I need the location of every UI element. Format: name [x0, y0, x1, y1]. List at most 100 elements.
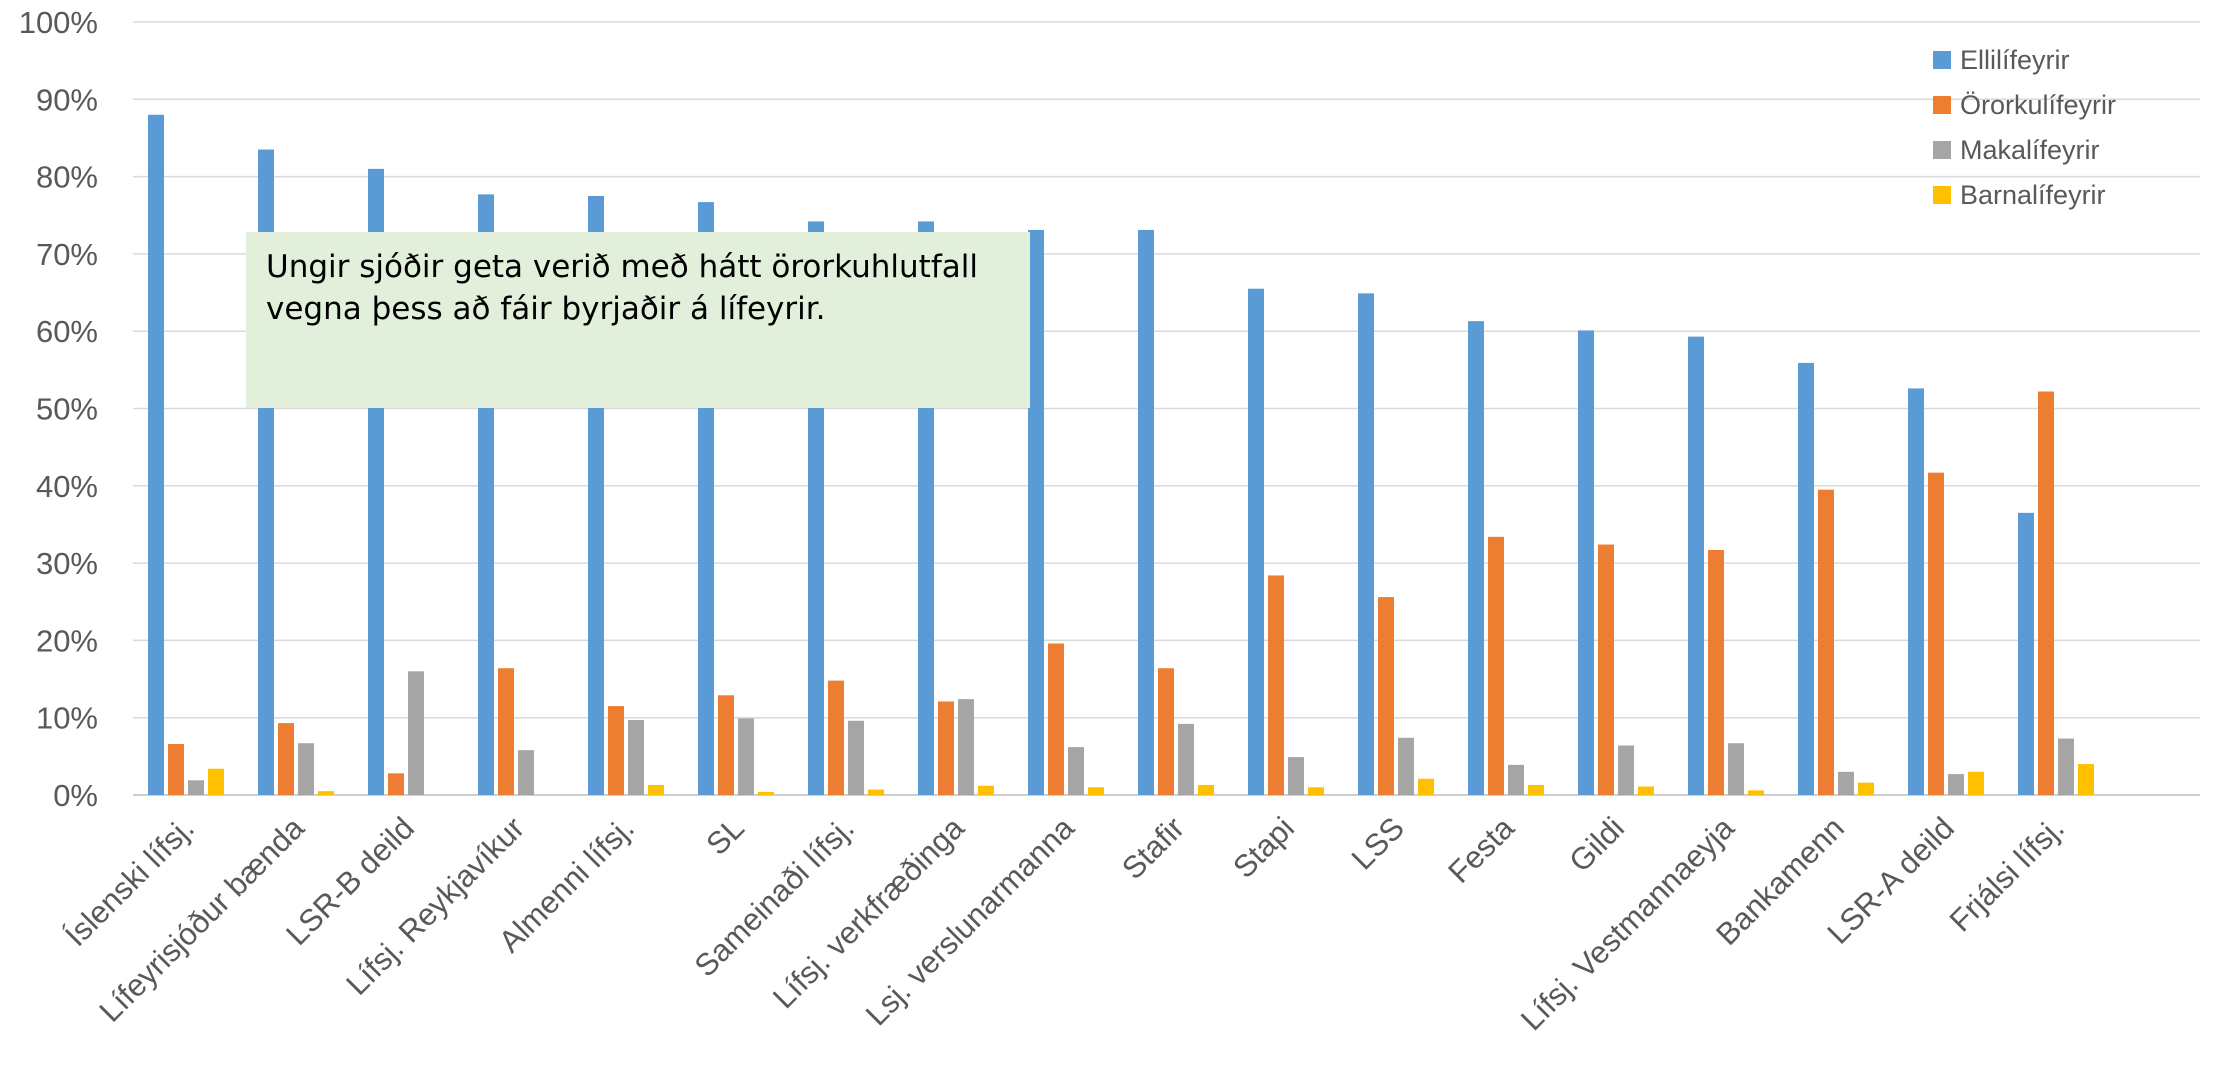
x-tick-label: Lsj. verslunarmanna [859, 810, 1082, 1033]
bar [2078, 764, 2094, 795]
y-tick-label: 0% [53, 778, 98, 813]
legend: Ellilífeyrir Örorkulífeyrir Makalífeyrir Ba… [1933, 45, 2116, 210]
bar [1838, 771, 1854, 795]
bar [1068, 747, 1084, 795]
bar [828, 680, 844, 795]
bar [648, 784, 664, 795]
x-tick-label: Stapi [1226, 810, 1301, 885]
bar [1198, 784, 1214, 795]
bar [958, 699, 974, 795]
bar [608, 706, 624, 795]
bar [388, 773, 404, 795]
legend-label: Barnalífeyrir [1960, 180, 2106, 210]
bar [1748, 790, 1764, 795]
bar [498, 668, 514, 795]
bar [1858, 782, 1874, 795]
bar [848, 720, 864, 795]
y-tick-label: 100% [19, 5, 98, 40]
legend-swatch [1933, 186, 1951, 204]
y-tick-label: 30% [36, 546, 98, 581]
x-tick-label: Lífeyrisjóður bænda [92, 810, 311, 1029]
bar [168, 743, 184, 795]
x-tick-label: SL [699, 810, 751, 862]
y-tick-label: 80% [36, 160, 98, 195]
x-tick-label: Festa [1441, 810, 1521, 890]
legend-swatch [1933, 96, 1951, 114]
y-tick-label: 60% [36, 314, 98, 349]
bar [718, 695, 734, 795]
bar [1928, 472, 1944, 795]
y-tick-label: 50% [36, 392, 98, 427]
bar [1248, 288, 1264, 795]
bar [1638, 786, 1654, 795]
bar [1048, 643, 1064, 795]
bar [1088, 787, 1104, 795]
y-tick-label: 90% [36, 82, 98, 117]
bar [1908, 388, 1924, 795]
bar [1398, 737, 1414, 795]
annotation-line-2: vegna þess að fáir byrjaðir á lífeyrir. [266, 291, 826, 327]
bar [148, 114, 164, 795]
bar [938, 701, 954, 795]
bar [868, 789, 884, 795]
legend-swatch [1933, 51, 1951, 69]
bar [1308, 787, 1324, 795]
legend-label: Örorkulífeyrir [1960, 90, 2116, 120]
y-tick-label: 10% [36, 701, 98, 736]
bar [2058, 738, 2074, 795]
bar [1468, 321, 1484, 795]
bar [408, 671, 424, 795]
x-tick-label: Stafir [1115, 810, 1191, 886]
bar [1578, 330, 1594, 795]
bar [978, 785, 994, 795]
bar [1948, 774, 1964, 795]
x-tick-label: Lífsj. Vestmannaeyja [1514, 810, 1742, 1038]
bar [208, 768, 224, 795]
bar [2038, 391, 2054, 795]
x-tick-label: Gildi [1562, 810, 1631, 879]
bar [318, 791, 334, 795]
bar [1598, 544, 1614, 795]
y-tick-label: 20% [36, 623, 98, 658]
legend-label: Ellilífeyrir [1960, 45, 2070, 75]
bar [1508, 764, 1524, 795]
bar [1728, 743, 1744, 795]
bar [1178, 723, 1194, 795]
bar [628, 720, 644, 795]
bar [1688, 336, 1704, 795]
bar [1288, 757, 1304, 795]
x-tick-label: LSS [1345, 810, 1411, 876]
bar [1268, 575, 1284, 795]
y-tick-label: 40% [36, 469, 98, 504]
bar [1528, 784, 1544, 795]
bar [1818, 489, 1834, 795]
y-axis: 0% 10% 20% 30% 40% 50% 60% 70% 80% 90% 100% [19, 5, 98, 813]
bar [298, 743, 314, 795]
bar [1358, 293, 1374, 795]
bar [1708, 549, 1724, 795]
bar [1798, 362, 1814, 795]
legend-label: Makalífeyrir [1960, 135, 2100, 165]
bar [278, 723, 294, 795]
bar [188, 780, 204, 795]
y-tick-label: 70% [36, 237, 98, 272]
annotation-box: Ungir sjóðir geta verið með hátt örorkuh… [246, 232, 1030, 408]
bar [758, 791, 774, 795]
bar [738, 718, 754, 795]
x-tick-label: Lífsj. verkfræðinga [766, 810, 972, 1016]
bar [1138, 229, 1154, 795]
bar [1378, 597, 1394, 795]
bars [148, 114, 2094, 796]
bar [1968, 771, 1984, 795]
bar [2018, 512, 2034, 795]
x-tick-label: Frjálsi lífsj. [1943, 810, 2071, 938]
bar [1618, 745, 1634, 795]
annotation-line-1: Ungir sjóðir geta verið með hátt örorkuh… [266, 249, 978, 285]
bar [1418, 778, 1434, 795]
legend-swatch [1933, 141, 1951, 159]
bar [518, 750, 534, 795]
bar [1158, 668, 1174, 795]
x-axis: Íslenski lífsj.Lífeyrisjóður bændaLSR-B … [58, 810, 2071, 1038]
bar [1488, 536, 1504, 795]
